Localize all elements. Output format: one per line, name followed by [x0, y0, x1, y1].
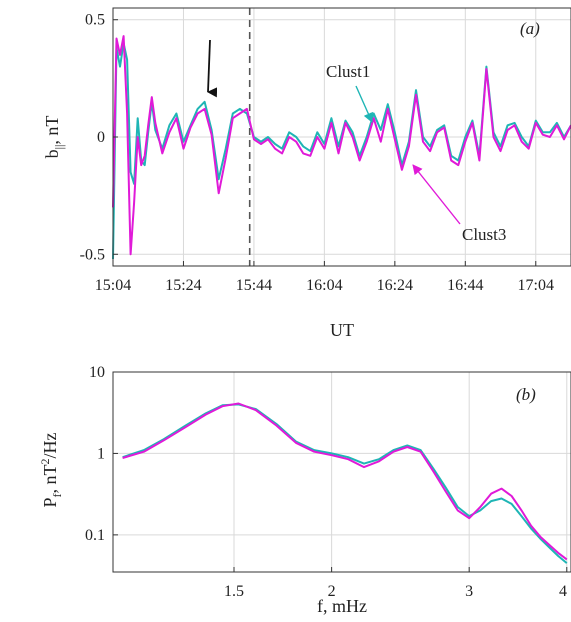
panel-b-x-tick-label: 3 — [465, 583, 473, 600]
panel-a-x-tick-label: 17:04 — [518, 277, 554, 294]
series-line-clust3 — [112, 35, 571, 256]
annotation-clust3: Clust3 — [462, 225, 506, 244]
panel-b-y-tick-label: 1 — [97, 445, 105, 462]
panel-b-x-tick-label: 2 — [328, 583, 336, 600]
spectrum-line-clust1 — [122, 403, 568, 564]
event-arrow — [207, 39, 218, 98]
panel-b-x-tick-label: 1.5 — [224, 583, 244, 600]
panel-b-frame — [112, 371, 571, 573]
panel-a-y-ticks: -0.5 0 0.5 — [80, 12, 118, 263]
panel-a-x-tick-label: 16:44 — [447, 277, 483, 294]
panel-a-x-tick-label: 16:04 — [306, 277, 342, 294]
panel-a-y-tick-label: 0.5 — [85, 12, 105, 29]
panel-b: 1.5 2 3 4 0.1 1 10 (b) f, mHz Pf, nT2/Hz — [38, 364, 571, 616]
panel-a-x-tick-label: 16:24 — [377, 277, 413, 294]
panel-b-ylabel: Pf, nT2/Hz — [38, 432, 64, 507]
panel-b-x-tick-label: 4 — [559, 583, 567, 600]
panel-b-x-ticks: 1.5 2 3 4 — [224, 567, 568, 600]
panel-b-xlabel: f, mHz — [317, 596, 367, 616]
panel-a-ylabel: b||, nT — [42, 116, 66, 159]
panel-b-y-ticks: 0.1 1 10 — [85, 364, 118, 544]
annotation-clust1-pointer — [355, 85, 373, 123]
annotation-clust3-pointer — [412, 164, 461, 225]
annotation-clust1: Clust1 — [326, 62, 370, 81]
panel-a-y-tick-label: -0.5 — [80, 246, 105, 263]
panel-b-y-tick-label: 10 — [89, 364, 105, 381]
spectrum-line-clust3 — [122, 402, 568, 561]
panel-a-x-tick-label: 15:24 — [165, 277, 201, 294]
panel-a: 15:04 15:24 15:44 16:04 16:24 16:44 17:04 -0.5… — [42, 7, 571, 340]
panel-a-x-ticks: 15:04 15:24 15:44 16:04 16:24 16:44 17:04 — [95, 261, 554, 294]
panel-b-series — [122, 402, 568, 564]
panel-b-y-tick-label: 0.1 — [85, 527, 105, 544]
panel-b-tag: (b) — [516, 385, 536, 404]
panel-a-y-tick-label: 0 — [97, 129, 105, 146]
panel-a-tag: (a) — [520, 19, 540, 38]
panel-a-x-tick-label: 15:44 — [236, 277, 272, 294]
panel-a-series — [112, 35, 571, 260]
panel-b-grid — [113, 371, 571, 572]
panel-a-xlabel: UT — [330, 320, 354, 340]
panel-a-x-tick-label: 15:04 — [95, 277, 131, 294]
